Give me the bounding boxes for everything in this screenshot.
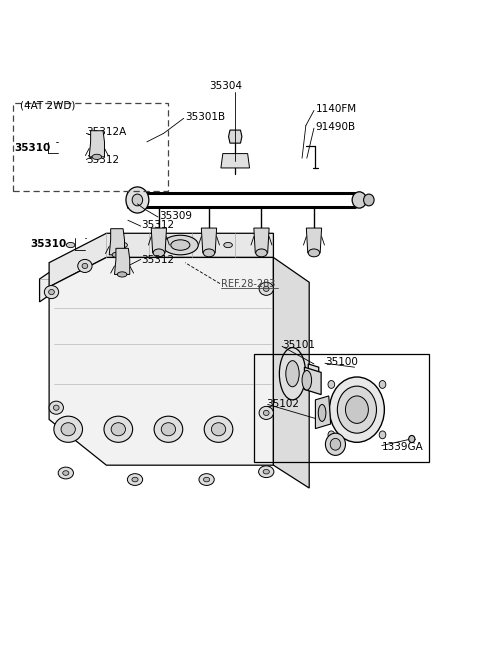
Polygon shape [274, 257, 309, 488]
Ellipse shape [328, 380, 335, 388]
Ellipse shape [328, 431, 335, 439]
Ellipse shape [211, 422, 226, 436]
Ellipse shape [49, 401, 63, 414]
Polygon shape [39, 237, 274, 302]
Ellipse shape [199, 474, 214, 485]
Ellipse shape [204, 416, 233, 442]
Ellipse shape [48, 289, 54, 295]
Bar [254, 354, 429, 462]
Ellipse shape [119, 243, 127, 248]
Ellipse shape [203, 249, 215, 256]
Ellipse shape [104, 416, 132, 442]
Polygon shape [304, 367, 321, 395]
Ellipse shape [330, 438, 341, 450]
Ellipse shape [111, 422, 125, 436]
Ellipse shape [78, 259, 92, 272]
Ellipse shape [204, 478, 210, 482]
Text: 35310: 35310 [15, 144, 51, 154]
Text: 35312: 35312 [86, 155, 120, 165]
Polygon shape [315, 396, 331, 428]
Polygon shape [151, 228, 167, 253]
Text: 35304: 35304 [209, 81, 242, 91]
Ellipse shape [54, 416, 83, 442]
Text: 35102: 35102 [266, 400, 299, 409]
Text: (4AT 2WD): (4AT 2WD) [20, 101, 75, 111]
Ellipse shape [263, 470, 269, 474]
Ellipse shape [379, 380, 386, 388]
Ellipse shape [308, 249, 320, 256]
Text: 91490B: 91490B [315, 122, 356, 132]
Polygon shape [254, 228, 269, 253]
Polygon shape [109, 229, 124, 255]
Polygon shape [89, 131, 105, 157]
Text: 35312A: 35312A [86, 127, 127, 137]
Text: 35309: 35309 [159, 211, 192, 220]
Ellipse shape [44, 285, 59, 298]
Ellipse shape [132, 478, 138, 482]
Polygon shape [306, 228, 322, 253]
Ellipse shape [337, 386, 376, 433]
Ellipse shape [286, 361, 299, 387]
Ellipse shape [161, 422, 176, 436]
Ellipse shape [154, 416, 183, 442]
Text: 1140FM: 1140FM [315, 104, 357, 114]
Text: 35101: 35101 [282, 340, 315, 350]
Ellipse shape [162, 236, 198, 255]
Ellipse shape [352, 192, 366, 208]
Ellipse shape [82, 263, 88, 268]
Text: 35312: 35312 [141, 220, 174, 230]
Ellipse shape [408, 436, 415, 443]
Ellipse shape [58, 467, 73, 479]
Ellipse shape [127, 474, 143, 485]
Ellipse shape [66, 243, 75, 248]
Text: 35100: 35100 [325, 357, 358, 367]
Text: 35301B: 35301B [185, 112, 225, 122]
Ellipse shape [63, 471, 69, 476]
Polygon shape [115, 249, 130, 274]
Ellipse shape [264, 286, 269, 291]
Text: 35310: 35310 [30, 239, 66, 249]
Text: REF.28-283: REF.28-283 [221, 279, 276, 289]
Ellipse shape [259, 406, 274, 419]
Ellipse shape [302, 371, 312, 390]
Ellipse shape [259, 282, 274, 295]
Ellipse shape [318, 405, 326, 421]
Ellipse shape [329, 377, 384, 442]
Ellipse shape [112, 252, 121, 257]
Ellipse shape [153, 249, 165, 256]
Polygon shape [49, 234, 274, 287]
Text: 1339GA: 1339GA [382, 442, 424, 452]
Ellipse shape [279, 348, 306, 400]
Ellipse shape [259, 466, 274, 478]
Ellipse shape [325, 433, 346, 455]
Ellipse shape [171, 240, 190, 251]
Ellipse shape [92, 154, 102, 159]
Polygon shape [308, 364, 319, 390]
Ellipse shape [256, 249, 267, 256]
Text: 35312: 35312 [141, 255, 174, 265]
Ellipse shape [379, 431, 386, 439]
Ellipse shape [257, 243, 266, 248]
Polygon shape [221, 154, 250, 168]
Ellipse shape [132, 194, 143, 206]
Ellipse shape [126, 187, 149, 213]
Ellipse shape [346, 396, 368, 423]
Ellipse shape [364, 194, 374, 206]
Ellipse shape [61, 422, 75, 436]
Ellipse shape [264, 410, 269, 415]
Bar [13, 102, 168, 191]
Polygon shape [201, 228, 216, 253]
Ellipse shape [53, 405, 59, 410]
Polygon shape [228, 130, 242, 143]
Ellipse shape [224, 243, 232, 248]
Ellipse shape [117, 272, 127, 277]
Polygon shape [49, 257, 274, 465]
